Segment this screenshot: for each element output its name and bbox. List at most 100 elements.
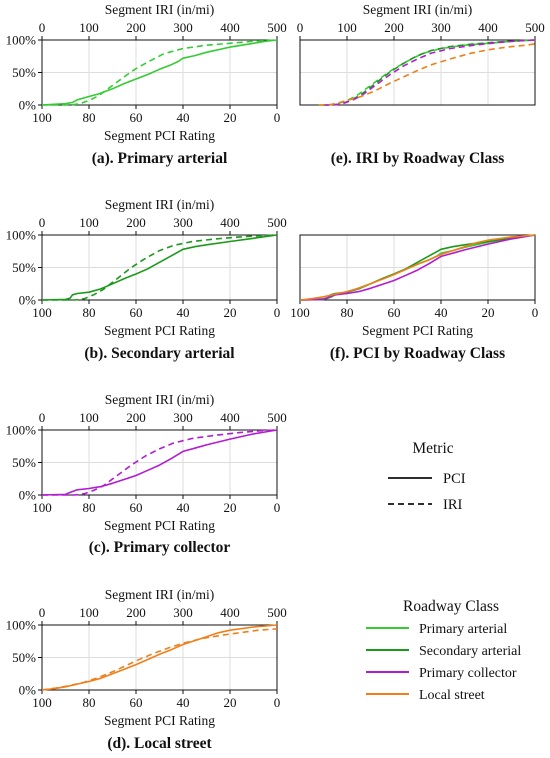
x-top-tick-label: 200 bbox=[126, 20, 146, 35]
x-top-tick-label: 300 bbox=[431, 20, 451, 35]
panel-caption: (b). Secondary arterial bbox=[84, 345, 235, 362]
panel-caption: (f). PCI by Roadway Class bbox=[330, 345, 505, 362]
x-top-tick-label: 400 bbox=[220, 410, 240, 425]
legend-metric: Metric PCI IRI bbox=[388, 440, 466, 513]
y-tick-label: 100% bbox=[6, 33, 37, 48]
x-bottom-tick-label: 80 bbox=[83, 110, 96, 125]
x-bottom-tick-label: 20 bbox=[224, 695, 237, 710]
x-bottom-tick-label: 100 bbox=[290, 305, 310, 320]
x-top-tick-label: 0 bbox=[39, 605, 46, 620]
x-bottom-tick-label: 100 bbox=[32, 500, 52, 515]
x-bottom-tick-label: 0 bbox=[532, 305, 539, 320]
x-top-tick-label: 500 bbox=[525, 20, 545, 35]
x-bottom-tick-label: 40 bbox=[177, 500, 190, 515]
x-top-tick-label: 300 bbox=[173, 20, 193, 35]
panel-caption: (d). Local street bbox=[107, 735, 212, 752]
series-line-primary-collector-iri bbox=[323, 39, 535, 106]
x-top-tick-label: 400 bbox=[220, 20, 240, 35]
series-line-local-street-iri bbox=[42, 628, 277, 691]
y-tick-label: 0% bbox=[19, 488, 37, 503]
x-top-tick-label: 100 bbox=[79, 410, 99, 425]
y-tick-label: 100% bbox=[6, 228, 37, 243]
x-top-tick-label: 200 bbox=[126, 215, 146, 230]
y-tick-label: 50% bbox=[12, 65, 36, 80]
y-tick-label: 0% bbox=[19, 293, 37, 308]
legend-class-label: Primary arterial bbox=[419, 622, 507, 637]
series-line-primary-collector-pci bbox=[300, 234, 535, 301]
x-top-tick-label: 400 bbox=[220, 215, 240, 230]
x-top-tick-label: 100 bbox=[337, 20, 357, 35]
legend-class-label: Local street bbox=[419, 688, 485, 703]
x-bottom-tick-label: 60 bbox=[388, 305, 401, 320]
x-bottom-tick-label: 0 bbox=[274, 305, 281, 320]
x-bottom-tick-label: 60 bbox=[130, 305, 143, 320]
x-bottom-tick-label: 0 bbox=[274, 500, 281, 515]
x-top-tick-label: 200 bbox=[126, 410, 146, 425]
plot-frame bbox=[299, 234, 536, 301]
x-top-tick-label: 500 bbox=[267, 605, 287, 620]
x-bottom-tick-label: 20 bbox=[224, 305, 237, 320]
x-top-axis-label: Segment IRI (in/mi) bbox=[105, 2, 214, 17]
x-bottom-axis-label: Segment PCI Rating bbox=[104, 713, 215, 728]
x-bottom-tick-label: 20 bbox=[224, 500, 237, 515]
legend-metric-label: PCI bbox=[443, 471, 466, 487]
x-bottom-tick-label: 40 bbox=[177, 110, 190, 125]
x-bottom-tick-label: 100 bbox=[32, 305, 52, 320]
panel-caption: (c). Primary collector bbox=[89, 539, 231, 556]
x-top-tick-label: 0 bbox=[39, 215, 46, 230]
x-bottom-tick-label: 60 bbox=[130, 695, 143, 710]
y-tick-label: 0% bbox=[19, 98, 37, 113]
x-top-axis-label: Segment IRI (in/mi) bbox=[105, 587, 214, 602]
x-bottom-axis-label: Segment PCI Rating bbox=[104, 128, 215, 143]
x-top-tick-label: 0 bbox=[39, 410, 46, 425]
y-tick-label: 50% bbox=[12, 650, 36, 665]
x-top-tick-label: 0 bbox=[39, 20, 46, 35]
legend-metric-title: Metric bbox=[412, 440, 453, 457]
x-bottom-tick-label: 0 bbox=[274, 110, 281, 125]
y-tick-label: 100% bbox=[6, 423, 37, 438]
x-bottom-tick-label: 40 bbox=[177, 695, 190, 710]
panel-f: 100 80 60 40 20 0 Segment PCI Rating (f). PCI b… bbox=[290, 234, 539, 362]
x-top-tick-label: 300 bbox=[173, 605, 193, 620]
x-top-tick-label: 400 bbox=[220, 605, 240, 620]
series-line-local-street-pci bbox=[300, 234, 535, 301]
x-bottom-axis-label: Segment PCI Rating bbox=[362, 323, 473, 338]
x-bottom-tick-label: 60 bbox=[130, 500, 143, 515]
x-top-tick-label: 0 bbox=[297, 20, 304, 35]
x-top-tick-label: 300 bbox=[173, 215, 193, 230]
x-bottom-tick-label: 40 bbox=[177, 305, 190, 320]
x-top-tick-label: 400 bbox=[478, 20, 498, 35]
x-bottom-tick-label: 80 bbox=[83, 500, 96, 515]
series-line-secondary-arterial-iri bbox=[42, 234, 277, 301]
plot-frame bbox=[299, 39, 536, 106]
x-top-axis-label: Segment IRI (in/mi) bbox=[105, 392, 214, 407]
x-bottom-tick-label: 80 bbox=[83, 305, 96, 320]
x-top-tick-label: 100 bbox=[79, 215, 99, 230]
x-bottom-tick-label: 0 bbox=[274, 695, 281, 710]
panel-e: 0 100 200 300 400 500 Segment IRI (in/mi) (e). … bbox=[297, 2, 545, 167]
legend-class-title: Roadway Class bbox=[403, 598, 499, 615]
x-top-tick-label: 200 bbox=[384, 20, 404, 35]
panel-caption: (e). IRI by Roadway Class bbox=[331, 150, 505, 167]
x-bottom-tick-label: 20 bbox=[224, 110, 237, 125]
x-top-tick-label: 300 bbox=[173, 410, 193, 425]
series-line-primary-arterial-pci bbox=[42, 39, 277, 106]
x-top-tick-label: 200 bbox=[126, 605, 146, 620]
y-tick-label: 0% bbox=[19, 683, 37, 698]
x-top-axis-label: Segment IRI (in/mi) bbox=[105, 197, 214, 212]
series-line-primary-arterial-iri bbox=[42, 39, 277, 106]
x-top-tick-label: 500 bbox=[267, 215, 287, 230]
y-tick-label: 50% bbox=[12, 260, 36, 275]
x-bottom-tick-label: 100 bbox=[32, 110, 52, 125]
x-bottom-tick-label: 80 bbox=[83, 695, 96, 710]
x-top-tick-label: 100 bbox=[79, 20, 99, 35]
legend-roadway-class: Roadway Class Primary arterial Secondary a… bbox=[366, 598, 521, 703]
series-line-secondary-arterial-pci bbox=[42, 234, 277, 301]
series-line-local-street-iri bbox=[318, 43, 535, 106]
x-bottom-tick-label: 20 bbox=[482, 305, 495, 320]
